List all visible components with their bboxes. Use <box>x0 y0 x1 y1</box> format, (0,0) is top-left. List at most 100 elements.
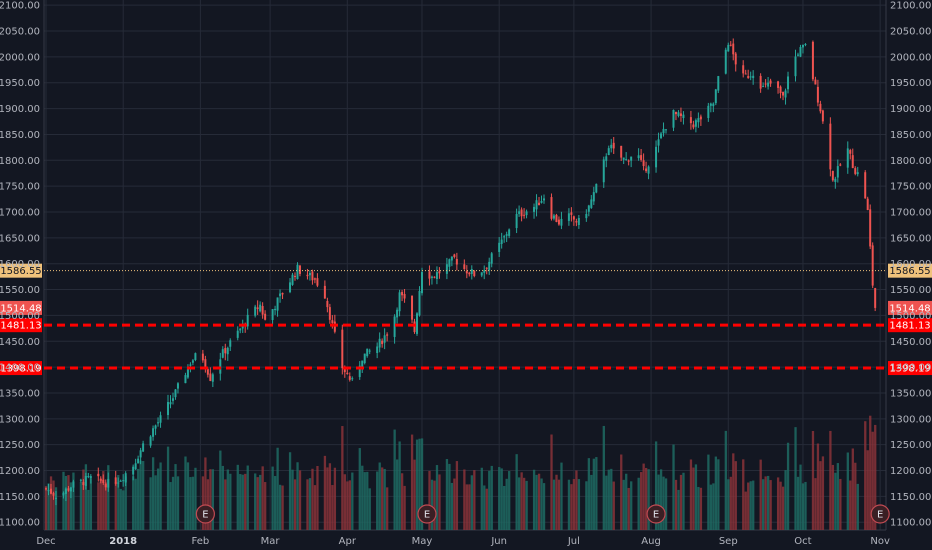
y-tick-label-left: 1950.00 <box>0 78 40 89</box>
y-axis-left: 2100.00 2050.00 2000.00 1950.00 1900.00 1850.… <box>0 1 40 529</box>
candle-body <box>152 428 155 437</box>
volume-bar <box>871 431 874 530</box>
candle-body <box>236 330 239 338</box>
candle-body <box>401 291 404 296</box>
candle-body <box>595 183 598 193</box>
candle-body <box>348 376 351 380</box>
y-axis-right: 2100.00 2050.00 2000.00 1950.00 1900.00 1850.… <box>890 1 931 529</box>
candle-body <box>224 348 227 354</box>
volume-bar <box>191 476 195 530</box>
volume-bar <box>682 472 685 530</box>
volume-bar <box>415 439 419 530</box>
volume-bar <box>851 448 854 530</box>
candle-body <box>358 365 361 378</box>
earnings-marker-label: E <box>653 510 659 521</box>
candle-body <box>699 116 702 120</box>
candle-body <box>567 213 570 221</box>
candle-body <box>89 476 92 479</box>
volume-bar <box>602 425 605 530</box>
volume-bar <box>595 457 598 530</box>
volume-bar <box>343 474 346 530</box>
price-label-left: 1481.13 <box>0 321 41 332</box>
candle-body <box>97 473 100 477</box>
volume-bar <box>241 474 244 530</box>
candle-body <box>585 213 588 219</box>
volume-bar <box>734 461 737 530</box>
candle-body <box>455 258 458 265</box>
candle-body <box>191 360 194 363</box>
candle-body <box>221 349 224 358</box>
volume-bar <box>311 468 314 530</box>
volume-bar <box>174 464 177 530</box>
volume-bar <box>132 476 135 530</box>
volume-bar <box>480 467 483 530</box>
volume-bars <box>44 415 877 530</box>
volume-bar <box>229 473 232 530</box>
candle-body <box>323 285 326 299</box>
candle-body <box>279 293 282 297</box>
volume-bar <box>264 482 267 530</box>
volume-bar <box>134 478 137 530</box>
candle-body <box>485 267 488 269</box>
price-label-left-bg <box>0 318 42 333</box>
candle-body <box>622 157 625 160</box>
candle-body <box>104 483 107 488</box>
candle-body <box>294 275 296 277</box>
candle-body <box>167 402 170 416</box>
volume-bar <box>555 474 558 530</box>
candle-body <box>871 245 874 286</box>
candle-body <box>393 316 396 337</box>
volume-bar <box>585 481 588 530</box>
price-label-left-bg <box>0 263 42 278</box>
y-tick-label-left: 1350.00 <box>0 388 40 399</box>
candle-body <box>682 114 685 119</box>
volume-bar <box>605 475 608 530</box>
volume-bar <box>52 480 55 530</box>
earnings-marker[interactable] <box>870 504 890 524</box>
volume-bar <box>49 476 53 530</box>
candle-body <box>403 293 406 299</box>
volume-bar <box>759 459 762 530</box>
candle-body <box>124 473 127 483</box>
volume-bar <box>864 421 867 530</box>
candle-body <box>381 340 384 345</box>
volume-bar <box>201 476 205 530</box>
earnings-marker[interactable] <box>646 504 666 524</box>
volume-bar <box>176 476 180 530</box>
y-tick-label-right: 1750.00 <box>890 182 931 193</box>
candle-body <box>570 212 573 215</box>
volume-bar <box>278 484 282 530</box>
volume-bar <box>209 469 212 530</box>
candle-body <box>630 156 633 161</box>
candle-body <box>67 488 70 491</box>
candle-body <box>102 479 105 483</box>
candle-body <box>697 118 700 123</box>
price-label-left: 1586.55 <box>0 266 41 277</box>
candle-body <box>107 478 110 488</box>
y-tick-label-left: 1500.00 <box>0 311 40 322</box>
volume-bar <box>640 472 643 530</box>
volume-bar <box>137 468 140 530</box>
volume-bar <box>488 470 491 530</box>
volume-bar <box>54 487 58 530</box>
earnings-marker[interactable] <box>195 504 215 524</box>
earnings-marker[interactable] <box>417 504 437 524</box>
candles <box>45 38 877 506</box>
candle-body <box>540 201 543 203</box>
volume-bar <box>151 457 155 530</box>
volume-bar <box>381 467 384 530</box>
candle-body <box>508 229 511 236</box>
y-tick-label-right: 1850.00 <box>890 130 931 141</box>
volume-bar <box>119 488 122 530</box>
volume-bar <box>189 477 192 530</box>
volume-bar <box>204 457 207 530</box>
volume-bar <box>328 463 332 530</box>
volume-bar <box>801 483 805 530</box>
volume-bar <box>383 468 386 530</box>
candle-body <box>572 216 575 220</box>
volume-bar <box>647 469 650 530</box>
candle-body <box>47 490 50 492</box>
volume-bar <box>291 469 294 530</box>
volume-bar <box>627 487 630 530</box>
